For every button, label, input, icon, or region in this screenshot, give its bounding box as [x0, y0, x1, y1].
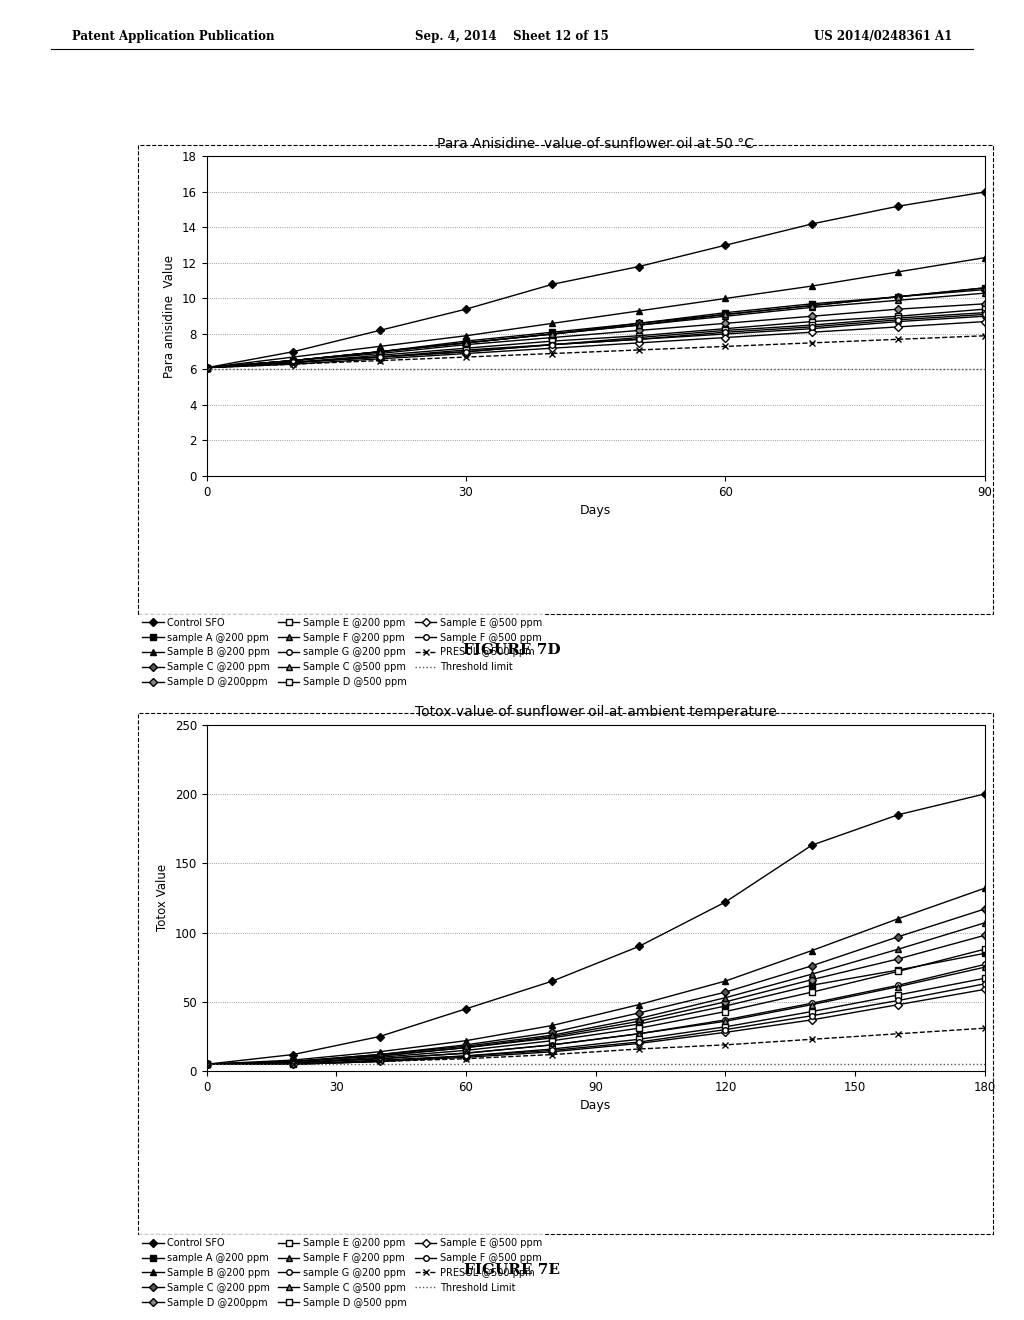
Title: Totox value of sunflower oil at ambient temperature: Totox value of sunflower oil at ambient … — [415, 705, 776, 719]
Text: Patent Application Publication: Patent Application Publication — [72, 30, 274, 44]
Text: FIGURE 7D: FIGURE 7D — [463, 643, 561, 657]
Text: Sep. 4, 2014    Sheet 12 of 15: Sep. 4, 2014 Sheet 12 of 15 — [415, 30, 609, 44]
X-axis label: Days: Days — [580, 1100, 611, 1113]
Legend: Control SFO, sample A @200 ppm, Sample B @200 ppm, Sample C @200 ppm, Sample D @: Control SFO, sample A @200 ppm, Sample B… — [138, 614, 546, 692]
Y-axis label: Para anisidine  Value: Para anisidine Value — [164, 255, 176, 378]
X-axis label: Days: Days — [580, 504, 611, 517]
Y-axis label: Totox Value: Totox Value — [156, 865, 169, 932]
Title: Para Anisidine  value of sunflower oil at 50 °C: Para Anisidine value of sunflower oil at… — [437, 137, 755, 152]
Text: FIGURE 7E: FIGURE 7E — [464, 1263, 560, 1278]
Legend: Control SFO, sample A @200 ppm, Sample B @200 ppm, Sample C @200 ppm, Sample D @: Control SFO, sample A @200 ppm, Sample B… — [138, 1234, 546, 1312]
Text: US 2014/0248361 A1: US 2014/0248361 A1 — [814, 30, 952, 44]
